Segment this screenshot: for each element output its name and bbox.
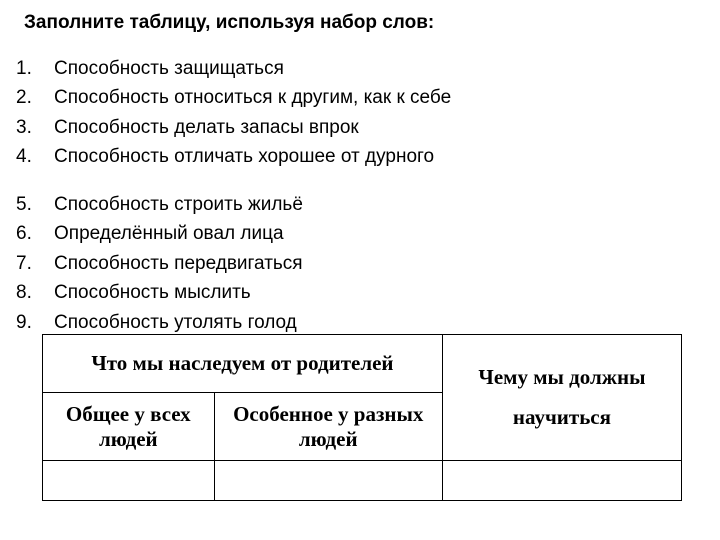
list-group-1: 1. Способность защищаться 2. Способность… [16,54,704,172]
list-item: 6. Определённый овал лица [16,219,704,248]
list-number: 9. [16,308,44,337]
table-header-right: Чему мы должны научиться [442,335,681,461]
list-item: 4. Способность отличать хорошее от дурно… [16,142,704,171]
list-text: Способность делать запасы впрок [54,113,359,142]
list-item: 8. Способность мыслить [16,278,704,307]
table-header-parent: Что мы наследуем от родителей [43,335,443,393]
table-header-sub2: Особенное у разных людей [214,393,442,461]
list-number: 7. [16,249,44,278]
list-item: 3. Способность делать запасы впрок [16,113,704,142]
page-title: Заполните таблицу, используя набор слов: [24,12,704,34]
list-number: 4. [16,142,44,171]
list-text: Способность утолять голод [54,308,297,337]
table-cell-empty [214,461,442,501]
list-text: Способность относиться к другим, как к с… [54,83,451,112]
list-text: Способность передвигаться [54,249,303,278]
answer-table: Что мы наследуем от родителей Чему мы до… [42,334,682,501]
list-item: 2. Способность относиться к другим, как … [16,83,704,112]
list-text: Способность строить жильё [54,190,303,219]
table-header-sub1: Общее у всех людей [43,393,215,461]
list-item: 1. Способность защищаться [16,54,704,83]
list-text: Определённый овал лица [54,219,284,248]
list-number: 2. [16,83,44,112]
word-list: 1. Способность защищаться 2. Способность… [16,54,704,337]
list-text: Способность мыслить [54,278,251,307]
list-number: 1. [16,54,44,83]
list-number: 3. [16,113,44,142]
list-text: Способность защищаться [54,54,284,83]
list-number: 8. [16,278,44,307]
table-cell-empty [442,461,681,501]
list-number: 6. [16,219,44,248]
table-cell-empty [43,461,215,501]
list-item: 9. Способность утолять голод [16,308,704,337]
list-item: 5. Способность строить жильё [16,190,704,219]
list-group-2: 5. Способность строить жильё 6. Определё… [16,190,704,337]
list-number: 5. [16,190,44,219]
list-text: Способность отличать хорошее от дурного [54,142,434,171]
list-item: 7. Способность передвигаться [16,249,704,278]
